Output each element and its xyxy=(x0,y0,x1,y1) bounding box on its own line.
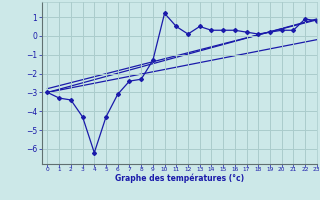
X-axis label: Graphe des températures (°c): Graphe des températures (°c) xyxy=(115,174,244,183)
